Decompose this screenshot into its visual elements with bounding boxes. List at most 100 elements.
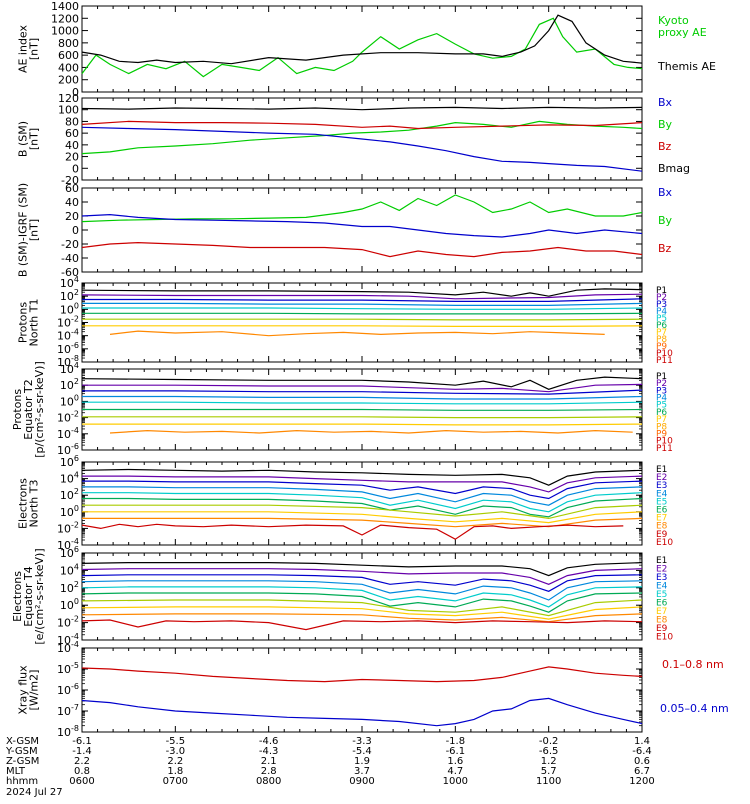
legend-item: E9 (656, 624, 668, 634)
series-themis-ae (81, 14, 643, 65)
y-tick-label: 102 (60, 487, 79, 502)
y-tick-label: 10-2 (57, 315, 79, 330)
legend-item: P2 (656, 293, 667, 303)
y-tick-label: 102 (60, 377, 79, 392)
legend-item: E3 (656, 573, 667, 583)
y-axis-label: [nT] (28, 128, 41, 150)
legend-item: P7 (656, 415, 667, 425)
series-e7 (82, 504, 643, 520)
y-axis-label: Electrons (11, 571, 24, 622)
y-axis-label: [e/(cm²-s-sr-keV)] (33, 548, 46, 644)
y-tick-label: 10-6 (57, 442, 79, 457)
series-by (81, 194, 643, 223)
y-tick-label: -60 (61, 266, 79, 279)
y-tick-label: 10-4 (57, 640, 79, 655)
legend-item: E2 (656, 473, 667, 483)
legend-item: Kyoto (658, 14, 689, 27)
series-p2 (81, 293, 643, 300)
y-tick-label: 1000 (51, 25, 79, 38)
series-e6 (81, 592, 643, 613)
y-tick-label: 10-4 (57, 426, 79, 441)
y-axis-label: [W/m2] (28, 670, 41, 711)
legend-item: proxy AE (658, 26, 707, 39)
y-tick-label: 106 (60, 454, 79, 469)
y-tick-label: 104 (60, 275, 79, 290)
y-tick-label: 100 (58, 104, 79, 117)
y-tick-label: 10-5 (57, 661, 79, 676)
y-axis-label: North T1 (28, 299, 41, 347)
y-axis-label: [p/(cm²-s-sr-keV)] (33, 361, 46, 458)
panel-frame (81, 5, 643, 93)
y-tick-label: 10-2 (57, 410, 79, 425)
legend-item: P9 (656, 429, 667, 439)
legend-item: E9 (656, 530, 668, 540)
series-e1 (81, 561, 643, 577)
series-0-1-0-8-nm (81, 666, 643, 683)
y-tick-label: 10-6 (57, 341, 79, 356)
legend-item: E5 (656, 590, 667, 600)
legend: 0.1–0.8 nm 0.05–0.4 nm (660, 658, 729, 715)
y-tick-label: 0 (72, 86, 79, 99)
y-tick-label: 800 (58, 37, 79, 50)
legend-item: P10 (656, 349, 673, 359)
legend-item: E6 (656, 599, 668, 609)
series-e10 (81, 523, 624, 540)
y-tick-label: 10-2 (57, 615, 79, 630)
y-axis-label: AE index (17, 24, 30, 73)
legend: Bx By Bz (658, 186, 673, 255)
y-tick-label: 104 (60, 562, 79, 577)
y-axis-label: Equator T2 (22, 379, 35, 439)
series-bx (81, 213, 643, 238)
y-axis-label: North T3 (28, 480, 41, 528)
legend-item: Bz (658, 242, 672, 255)
legend-item: P3 (656, 300, 667, 310)
series-p1 (81, 288, 643, 297)
legend-item: P1 (656, 286, 667, 296)
y-tick-label: 10-4 (57, 537, 79, 552)
y-axis-label: Protons (11, 389, 24, 430)
legend-item: P11 (656, 356, 673, 366)
y-tick-label: -20 (61, 238, 79, 251)
y-tick-label: 10-8 (57, 724, 79, 739)
legend-item: 0.05–0.4 nm (660, 702, 729, 715)
series-e9 (82, 517, 643, 528)
y-axis-label: Equator T4 (22, 566, 35, 626)
legend-item: E10 (656, 538, 673, 548)
y-axis-label: [nT] (28, 38, 41, 60)
series-e8 (81, 606, 643, 620)
panel-frame (81, 187, 643, 273)
legend-item: P7 (656, 328, 667, 338)
y-axis-label: Xray flux (17, 665, 30, 715)
series-p6 (82, 312, 643, 315)
panel-8: 10-8 10-7 10-6 10-5 10-4 Xray flux[W/m2] 0.1–0… (17, 640, 729, 739)
legend-item: E4 (656, 489, 668, 499)
series-p7 (82, 318, 643, 321)
legend-item: P1 (656, 372, 667, 382)
legend-item: P6 (656, 321, 667, 331)
y-axis-label: B (SM)-IGRF (SM) (17, 183, 30, 277)
series-e6 (82, 497, 643, 518)
y-tick-label: 104 (60, 471, 79, 486)
y-tick-label: 10-4 (57, 632, 79, 647)
series-p7 (82, 416, 643, 419)
legend-item: By (658, 118, 673, 131)
y-tick-label: 10-4 (57, 328, 79, 343)
series-bz (81, 120, 643, 130)
legend-item: E1 (656, 556, 667, 566)
legend-item: E8 (656, 522, 668, 532)
legend-item: E8 (656, 616, 668, 626)
series-p4 (82, 302, 643, 306)
y-tick-label: 80 (65, 115, 79, 128)
series-p8 (82, 325, 643, 327)
series-p6 (82, 408, 643, 411)
y-tick-label: 104 (60, 361, 79, 376)
y-tick-label: 10-8 (57, 354, 79, 369)
series-p1 (81, 376, 643, 390)
y-tick-label: 0 (72, 224, 79, 237)
